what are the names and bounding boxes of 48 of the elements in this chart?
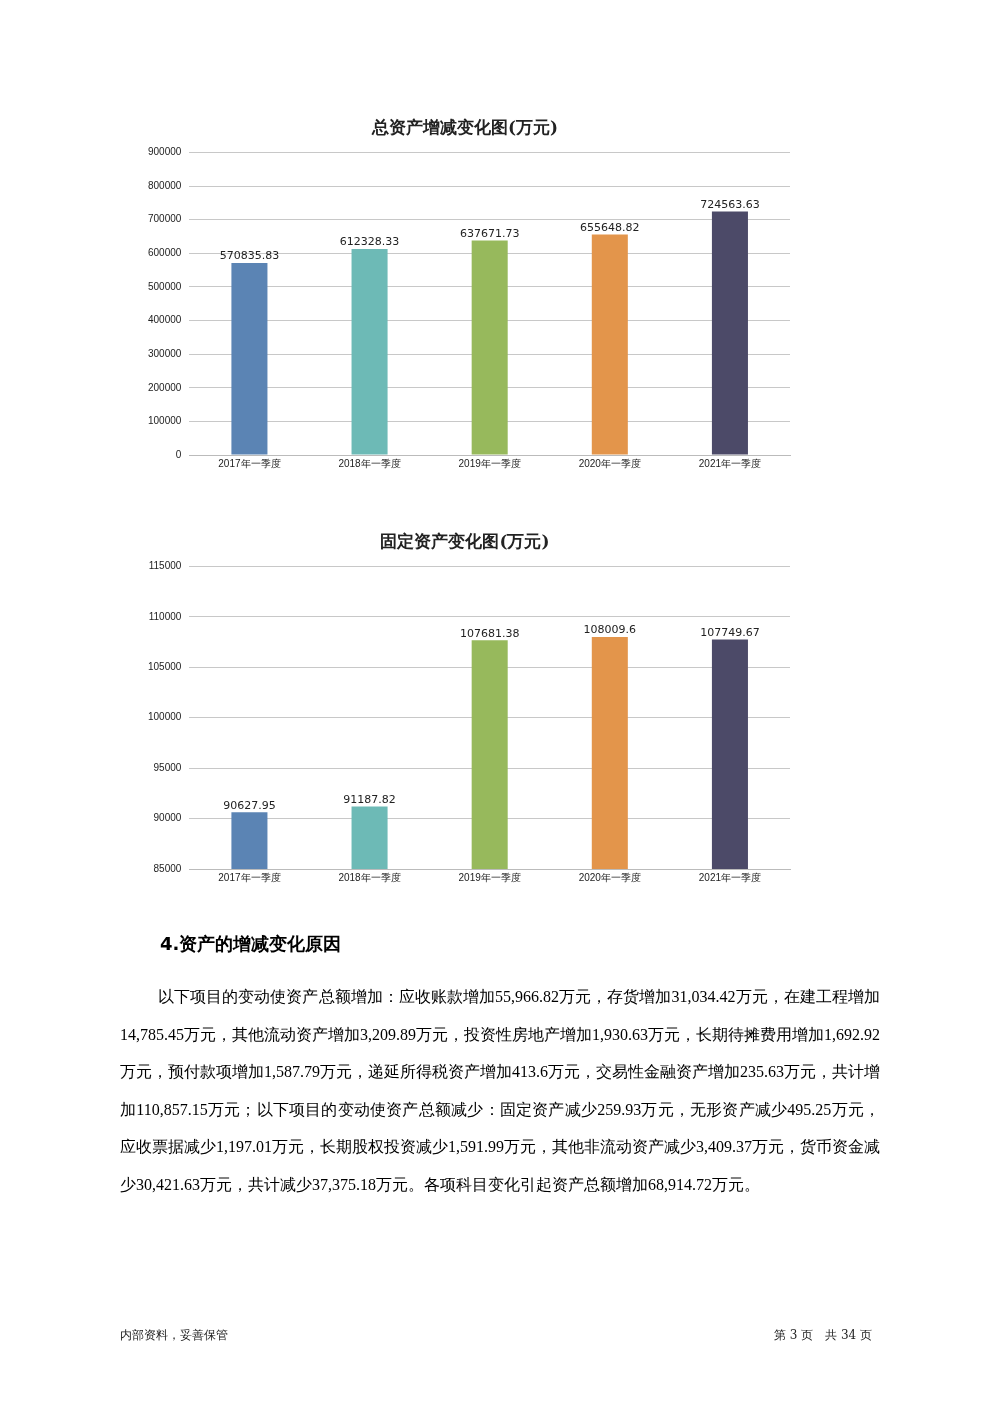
data-label: 724563.63 xyxy=(700,197,760,211)
y-tick-label: 200000 xyxy=(147,381,182,393)
data-label: 108009.6 xyxy=(583,623,637,637)
bar xyxy=(591,234,628,455)
x-tick-label: 2021年一季度 xyxy=(698,871,762,883)
y-tick-label: 300000 xyxy=(147,347,182,359)
data-label: 637671.73 xyxy=(459,226,520,240)
y-tick-label: 100000 xyxy=(147,415,182,427)
y-tick-label: 400000 xyxy=(147,314,182,326)
data-label: 570835.83 xyxy=(219,249,280,263)
data-label: 107749.67 xyxy=(700,625,760,639)
x-tick-label: 2020年一季度 xyxy=(578,871,641,883)
x-tick-label: 2020年一季度 xyxy=(578,457,641,469)
y-tick-label: 100000 xyxy=(147,711,182,723)
x-tick-label: 2019年一季度 xyxy=(458,457,521,469)
data-label: 107681.38 xyxy=(459,626,520,640)
y-tick-label: 600000 xyxy=(147,247,182,259)
bar xyxy=(231,263,268,455)
bar xyxy=(711,211,748,455)
bar xyxy=(351,249,388,455)
y-tick-label: 900000 xyxy=(147,146,182,158)
data-label: 90627.95 xyxy=(223,798,276,812)
x-tick-label: 2017年一季度 xyxy=(218,457,281,469)
x-tick-label: 2018年一季度 xyxy=(338,457,401,469)
text: 以下项目的变动使资产总额增加：应收账款增加55,966.82万元，存货增加31,034.42万元，在建工程增加14,785.45万元，其他流动资产增加3,209.89万元，投资性房地产增加1,930.63万元，长期待摊费用增加1,692.92万元，预付款项增加1,587.79万元，递延所得税资产增加413.6万元，交易性金融资产增加235.63万元，共计增加110,857.15万元；以下项目的变动使资产总额减少：固定资产减少259.93万元，无形资产减少495.25万元，应收票据减少1,197.01万元，长期股权投资减少1,591.99万元，其他非流动资产减少3,409.37万元，货币资金减少30,421.63万元，共计减少37,375.18万元。各项科目变化引起资产总额增加68,914.72万元。 xyxy=(120,988,880,1193)
chart-title: 固定资产变化图(万元) xyxy=(380,530,550,551)
data-label: 655648.82 xyxy=(580,220,640,234)
x-tick-label: 2018年一季度 xyxy=(338,871,401,883)
x-tick-label: 2021年一季度 xyxy=(698,457,762,469)
y-tick-label: 0 xyxy=(175,448,182,460)
y-tick-label: 500000 xyxy=(147,280,182,292)
x-tick-label: 2019年一季度 xyxy=(458,871,521,883)
data-label: 91187.82 xyxy=(343,792,396,806)
y-tick-label: 95000 xyxy=(153,761,182,773)
text: 内部资料，妥善保管 xyxy=(120,1327,228,1344)
text: 第 3 页 共 34 页 xyxy=(773,1327,872,1344)
text: 4.资产的增减变化原因 xyxy=(160,932,343,956)
bar xyxy=(471,240,508,455)
chart-title: 总资产增减变化图(万元) xyxy=(370,116,559,137)
y-tick-label: 700000 xyxy=(147,213,182,225)
y-tick-label: 85000 xyxy=(153,862,182,874)
y-tick-label: 115000 xyxy=(148,560,182,572)
y-tick-label: 800000 xyxy=(147,179,182,191)
y-tick-label: 105000 xyxy=(147,661,182,673)
y-tick-label: 90000 xyxy=(153,812,182,824)
x-tick-label: 2017年一季度 xyxy=(218,871,281,883)
data-label: 612328.33 xyxy=(339,235,400,249)
y-tick-label: 110000 xyxy=(148,610,182,622)
